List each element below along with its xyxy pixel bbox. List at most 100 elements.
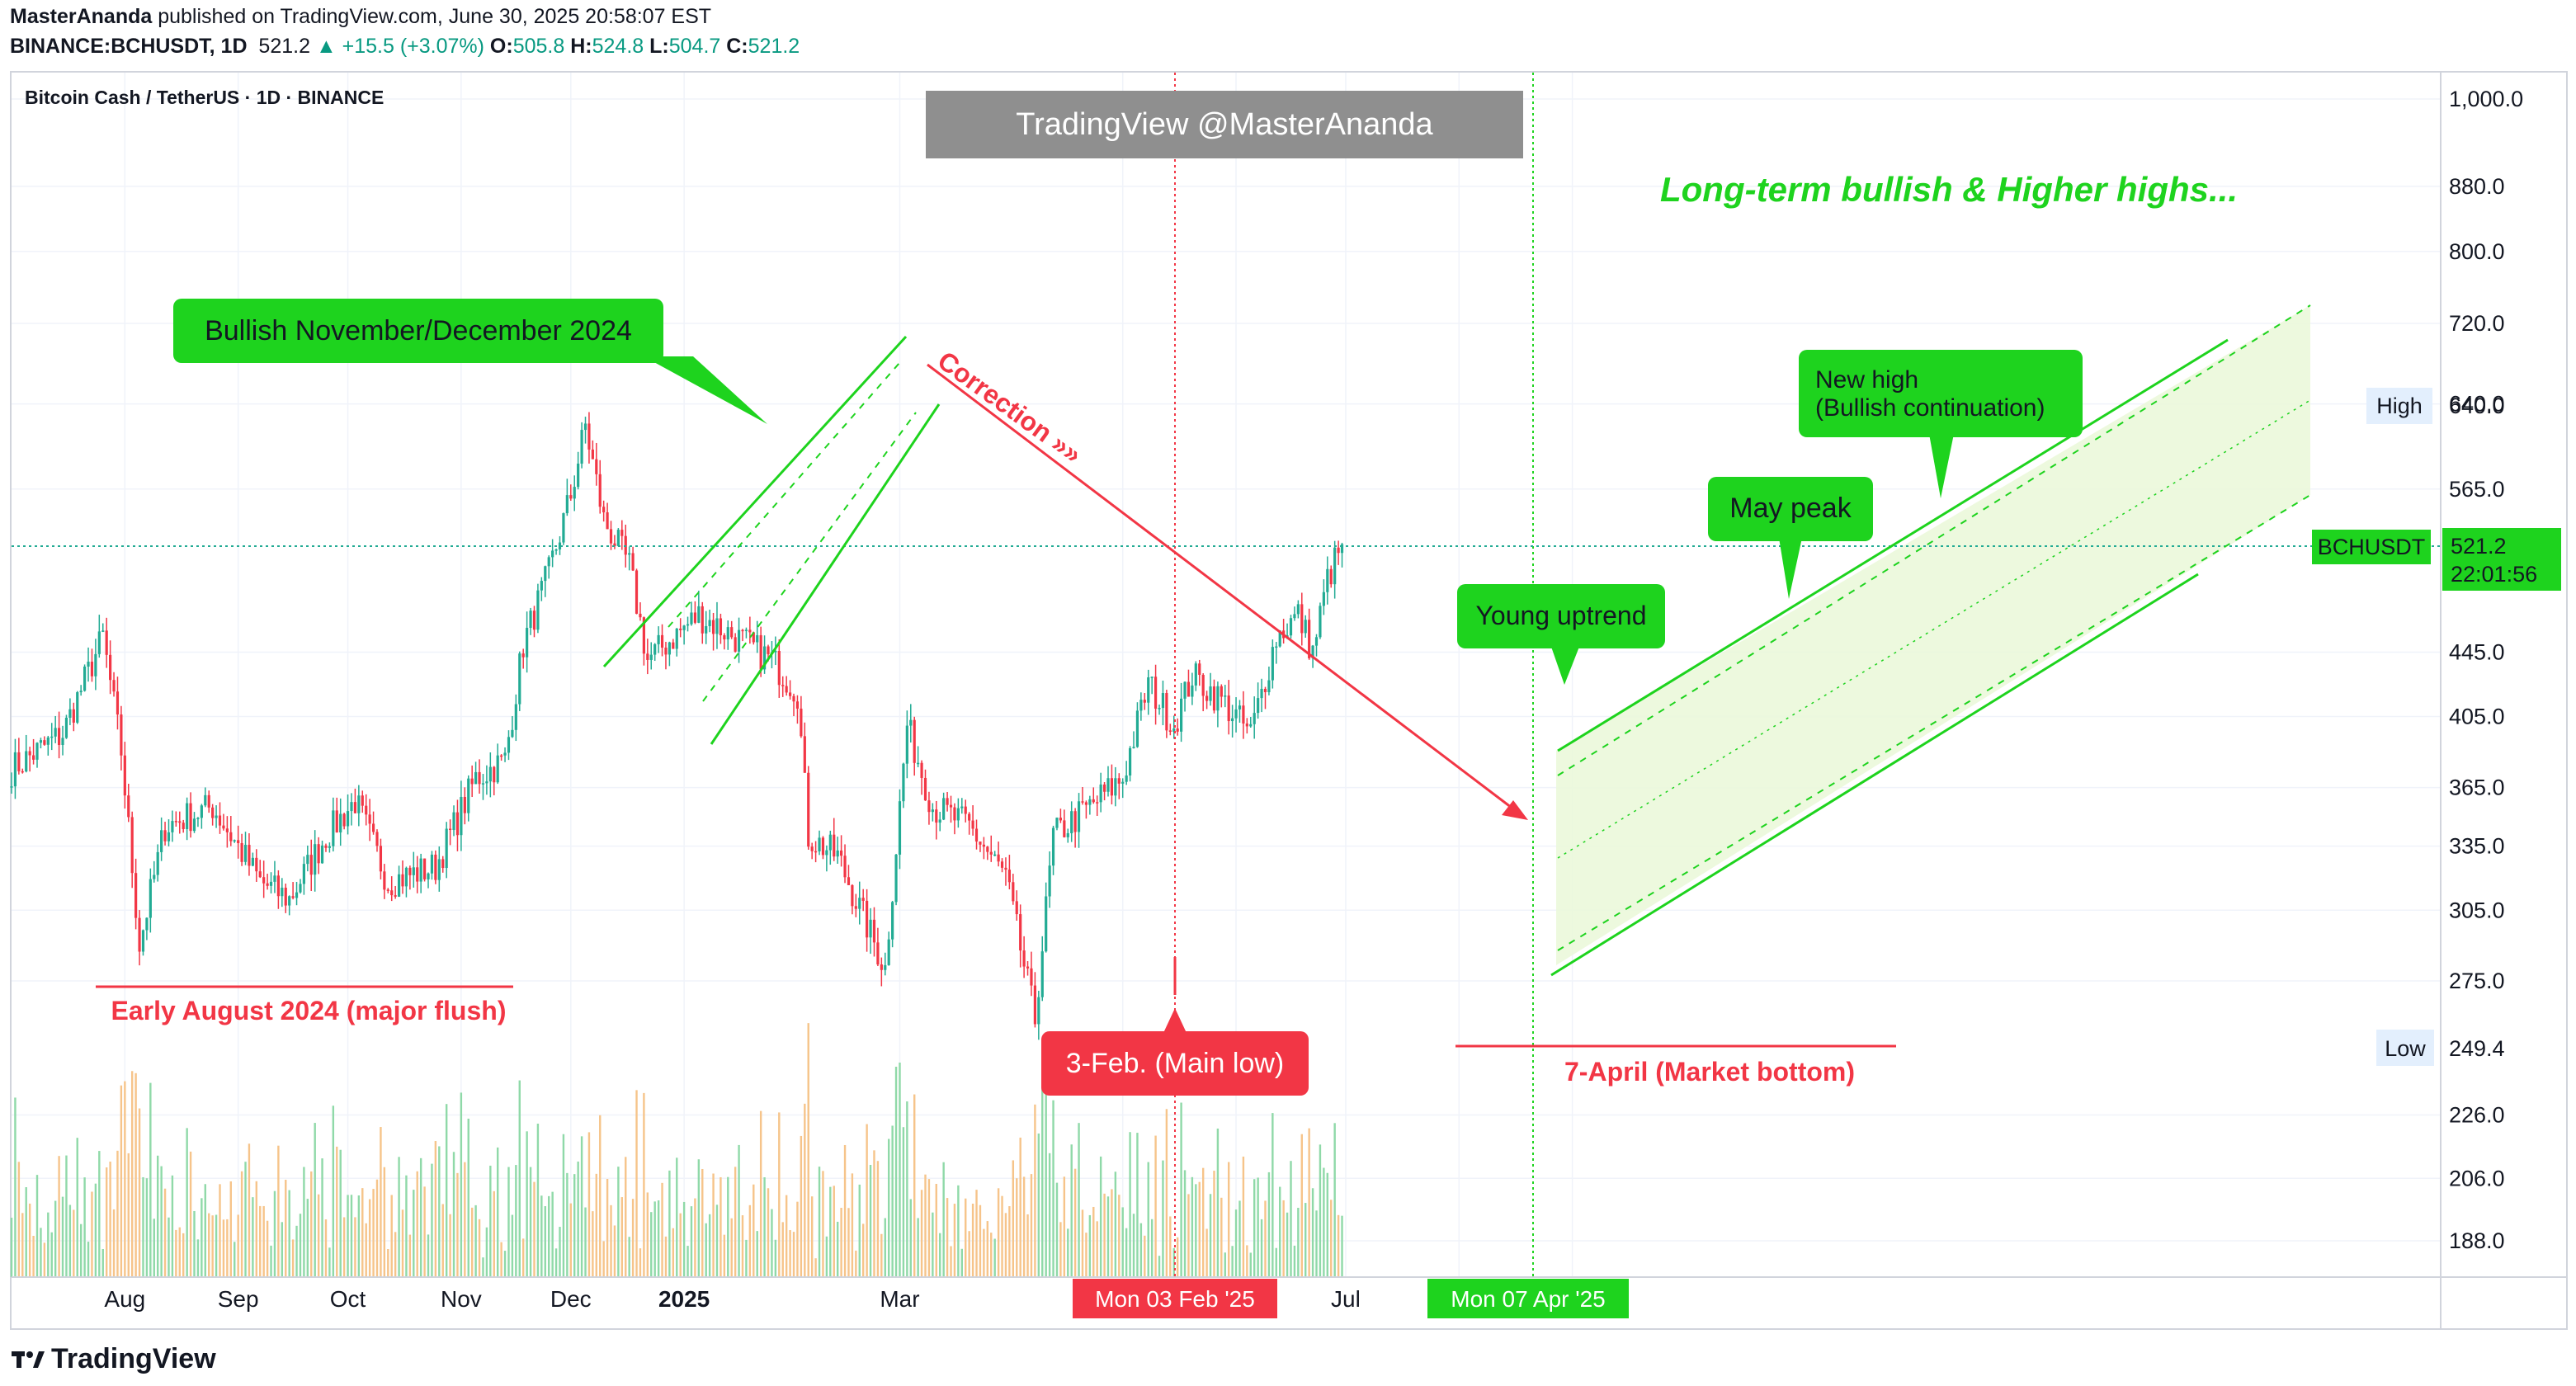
volume-bar [394, 1232, 397, 1277]
price-tick-label: 305.0 [2449, 898, 2505, 922]
candle-body [1337, 547, 1340, 554]
volume-bar [211, 1215, 214, 1277]
volume-bar [676, 1157, 678, 1277]
candle-body [1191, 685, 1194, 697]
volume-bar [917, 1218, 919, 1277]
volume-bar [569, 1203, 572, 1277]
volume-bar [32, 1235, 35, 1277]
price-axis[interactable]: 1,000.0 880.0 800.0 720.0 640.0 565.0 445.0 405… [2449, 87, 2523, 1253]
high-marker-label: High [2376, 394, 2423, 418]
candle-body [76, 692, 79, 723]
candle-body [927, 800, 931, 813]
candle-body [342, 813, 346, 827]
candle-body [767, 646, 770, 654]
candle-body [25, 751, 28, 772]
candle-body [1257, 698, 1260, 714]
candle-body [690, 612, 693, 625]
candle-body [332, 810, 335, 846]
high-marker-box [2366, 388, 2432, 424]
volume-bar [1118, 1195, 1121, 1277]
time-tick-label: Oct [330, 1286, 366, 1312]
candle-body [357, 795, 361, 813]
candle-body [1037, 997, 1040, 1025]
volume-bar [1187, 1194, 1190, 1277]
volume-bar [167, 1217, 170, 1277]
volume-bar [1300, 1134, 1303, 1277]
candle-body [1154, 676, 1158, 709]
volume-bar [891, 1125, 894, 1277]
time-axis[interactable]: AugSepOctNovDec2025MarMayJunJulAugSep [104, 1286, 1592, 1312]
candle-body [774, 651, 777, 653]
volume-bar [866, 1124, 868, 1277]
candle-body [130, 817, 134, 874]
candle-body [686, 624, 690, 626]
volume-bar [1004, 1213, 1007, 1277]
volume-bar [408, 1234, 412, 1277]
volume-bar [715, 1204, 719, 1277]
publisher-name[interactable]: MasterAnanda [10, 5, 153, 28]
tradingview-logo[interactable]: TradingView [12, 1343, 216, 1375]
candle-body [580, 430, 583, 464]
young-uptrend-tail [1551, 647, 1579, 685]
candle-body [880, 964, 883, 970]
volume-bar [526, 1131, 528, 1277]
chart-frame[interactable] [10, 71, 2568, 1330]
uptrend-channel-lower [1550, 573, 2199, 977]
candle-body [1231, 718, 1234, 722]
grid [12, 73, 2441, 1277]
correction-arrow-line [927, 363, 1516, 812]
volume-bar [219, 1184, 221, 1277]
volume-bar [829, 1186, 832, 1277]
volume-bar [1136, 1133, 1139, 1277]
candle-body [946, 798, 949, 805]
symbol-name[interactable]: BINANCE:BCHUSDT, 1D [10, 35, 248, 58]
candle-body [1227, 695, 1230, 722]
candle-body [243, 845, 248, 862]
candle-body [437, 859, 441, 880]
candle-body [887, 939, 890, 965]
candle-body [101, 630, 105, 632]
candle-body [639, 613, 642, 618]
candle-body [777, 651, 781, 686]
uptrend-channel-upper [1557, 338, 2229, 752]
candle-body [913, 719, 916, 763]
volume-bar [277, 1145, 280, 1277]
volume-bar [620, 1197, 624, 1277]
volume-bar [419, 1157, 422, 1277]
volume-bar [1264, 1200, 1267, 1277]
volume-bar [825, 1236, 828, 1277]
new-high-callout [1799, 350, 2083, 437]
volume-bar [668, 1170, 671, 1277]
candle-body [675, 628, 678, 649]
candle-body [668, 642, 671, 655]
correction-label: Correction »» [932, 346, 1087, 469]
volume-bar [682, 1201, 686, 1277]
volume-bar [1227, 1162, 1230, 1277]
candle-body [1238, 705, 1242, 710]
candle-body [335, 810, 338, 833]
volume-bar [1139, 1223, 1143, 1277]
candle-body [353, 802, 357, 813]
volume-bar [708, 1214, 711, 1277]
volume-bar [68, 1204, 72, 1277]
volume-bar [818, 1167, 821, 1277]
candle-body [299, 884, 302, 893]
candle-body [861, 898, 865, 901]
volume-bar [138, 1108, 141, 1277]
candle-body [94, 653, 97, 676]
candle-body [551, 550, 554, 558]
volume-bar [14, 1097, 17, 1277]
volume-bar [807, 1023, 809, 1277]
volume-bar [464, 1162, 466, 1277]
volume-bar [431, 1163, 433, 1277]
volume-bar [58, 1156, 60, 1277]
candle-body [163, 830, 167, 842]
candle-body [821, 837, 825, 856]
candle-body [281, 887, 284, 897]
volume-bar [270, 1245, 272, 1277]
volume-bar [489, 1165, 492, 1277]
candle-body [1201, 675, 1205, 696]
volume-bar [262, 1205, 265, 1277]
volume-bar [1129, 1132, 1131, 1277]
